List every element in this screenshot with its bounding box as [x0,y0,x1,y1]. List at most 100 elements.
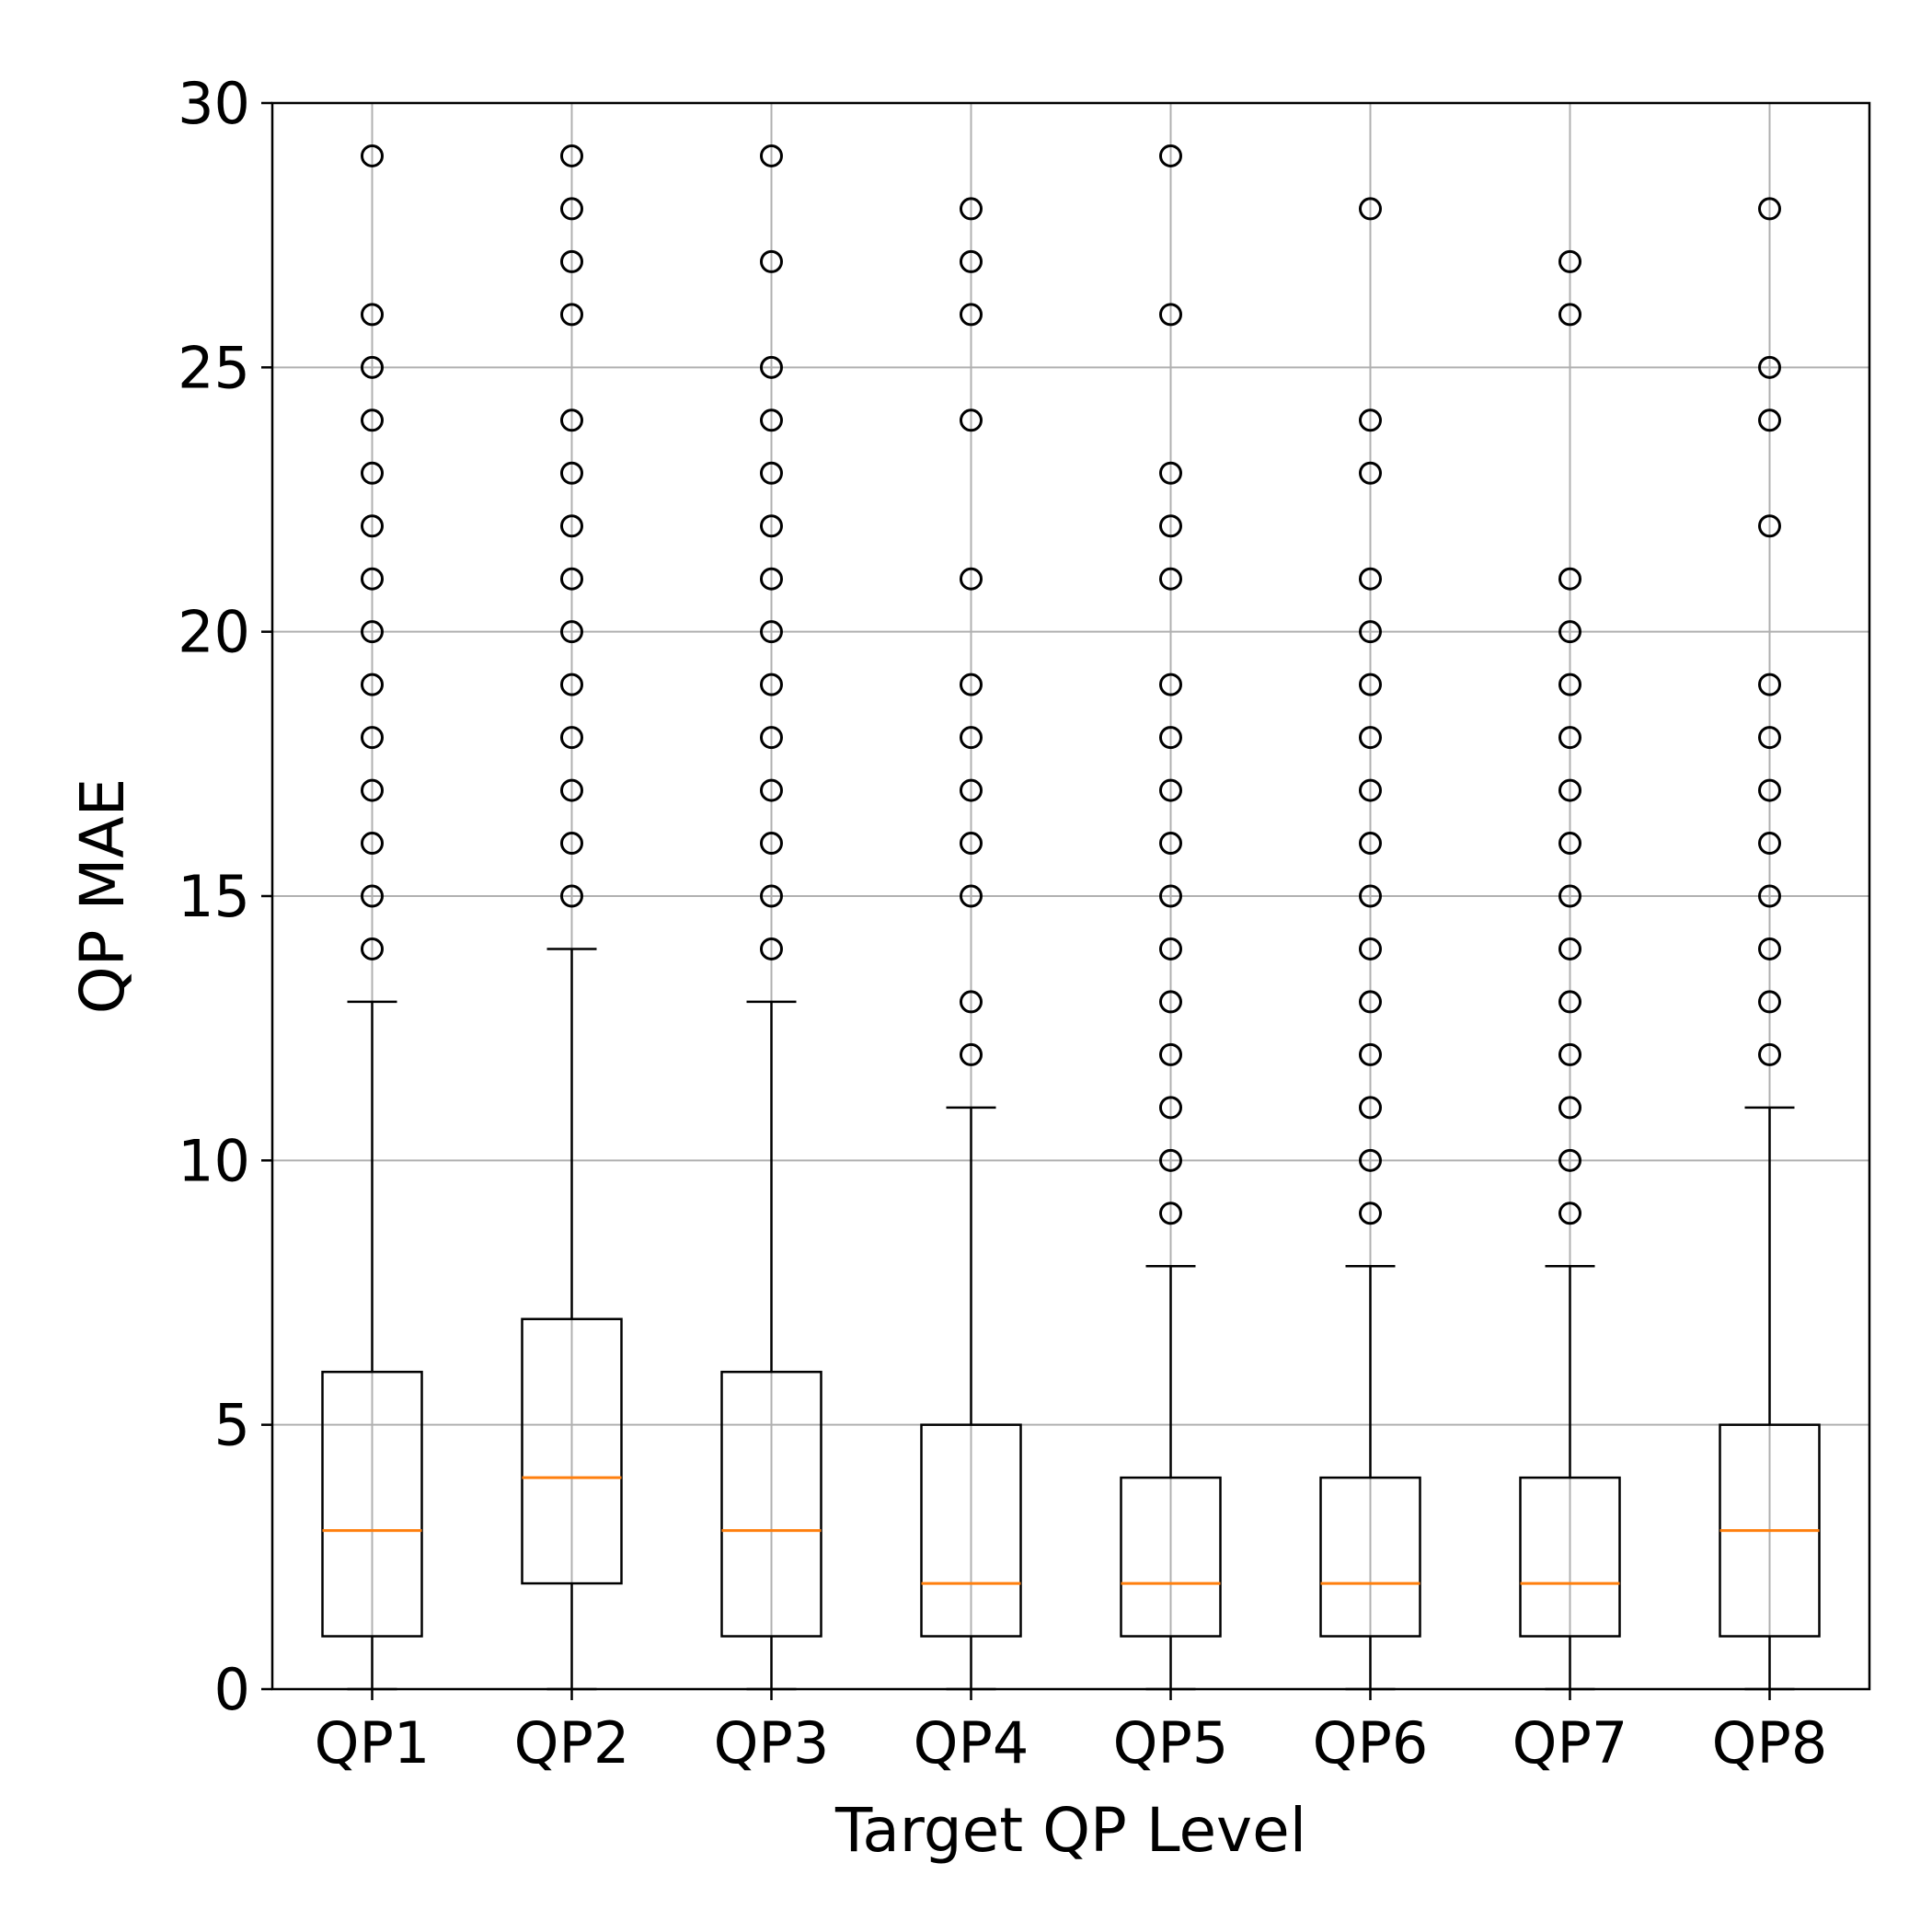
axis-ticks: 0 5 10 15 20 25 30 QP1 QP2 QP3 QP4 QP5 QP6 QP7 QP8 [178,70,1827,1777]
outlier-point [560,778,583,802]
outlier-point [361,303,384,327]
outlier-point [1558,884,1581,908]
y-axis-label: QP MAE [67,778,138,1015]
outlier-point [1758,937,1781,960]
outlier-point [361,567,384,591]
outlier-point [760,673,783,696]
y-tick-label: 20 [178,599,250,666]
outlier-point [1758,1042,1781,1066]
outlier-point [560,620,583,644]
outlier-point [760,726,783,750]
outlier-point [1558,249,1581,273]
outlier-point [760,884,783,908]
x-tick-label-qp5: QP5 [1113,1709,1229,1777]
outlier-point [1359,832,1382,856]
iqr-box [1120,1476,1222,1638]
outlier-point [560,408,583,432]
outlier-point [1159,990,1182,1014]
outlier-point [760,937,783,960]
outlier-point [960,673,983,696]
outlier-point [960,832,983,856]
outlier-point [1159,514,1182,538]
outlier-point [760,514,783,538]
outlier-point [1758,884,1781,908]
outlier-point [1159,778,1182,802]
x-tick-label-qp8: QP8 [1712,1709,1828,1777]
outlier-point [361,832,384,856]
outlier-point [1359,990,1382,1014]
outlier-point [1758,514,1781,538]
box-group-qp8 [1719,1106,1821,1691]
y-tick-label: 5 [214,1392,250,1459]
outlier-point [1359,1202,1382,1225]
outlier-point [1558,832,1581,856]
outlier-point [560,197,583,221]
outlier-point [1159,303,1182,327]
outlier-point [1758,355,1781,379]
outlier-point [1359,884,1382,908]
x-tick-label-qp6: QP6 [1313,1709,1429,1777]
outlier-point [1359,1096,1382,1120]
outlier-point [960,249,983,273]
outlier-point [361,514,384,538]
outlier-point [560,567,583,591]
outlier-point [1159,673,1182,696]
outlier-point [1359,408,1382,432]
outlier-point [1359,197,1382,221]
outlier-point [1159,1096,1182,1120]
outlier-point [1558,620,1581,644]
outlier-point [1159,937,1182,960]
outlier-point [760,620,783,644]
outlier-point [1558,567,1581,591]
outlier-point [560,884,583,908]
outlier-point [1359,620,1382,644]
outlier-point [1359,1148,1382,1172]
outlier-point [960,197,983,221]
outlier-point [1758,197,1781,221]
outlier-point [1159,1202,1182,1225]
outlier-point [1359,673,1382,696]
outlier-point [361,144,384,167]
outlier-point [361,937,384,960]
outlier-point [1758,673,1781,696]
x-tick-label-qp4: QP4 [914,1709,1029,1777]
outlier-point [361,355,384,379]
outlier-point [560,461,583,485]
outlier-point [960,567,983,591]
outlier-point [361,408,384,432]
outlier-point [1558,1042,1581,1066]
outlier-point [1558,673,1581,696]
outlier-point [1758,726,1781,750]
outlier-points [361,144,1781,1225]
outlier-point [1159,832,1182,856]
outlier-point [1159,567,1182,591]
outlier-point [361,620,384,644]
outlier-point [560,249,583,273]
outlier-point [560,514,583,538]
x-axis-label: Target QP Level [834,1795,1306,1866]
outlier-point [1359,461,1382,485]
outlier-point [1159,726,1182,750]
x-tick-label-qp1: QP1 [315,1709,431,1777]
outlier-point [760,249,783,273]
y-tick-label: 10 [178,1127,250,1194]
iqr-box [1319,1476,1421,1638]
outlier-point [760,355,783,379]
outlier-point [1558,990,1581,1014]
boxes [321,948,1821,1691]
outlier-point [1558,726,1581,750]
outlier-point [1558,1202,1581,1225]
y-tick-label: 0 [214,1656,250,1723]
outlier-point [1159,144,1182,167]
outlier-point [760,832,783,856]
outlier-point [760,144,783,167]
iqr-box [321,1370,423,1638]
outlier-point [960,726,983,750]
outlier-point [960,408,983,432]
outlier-point [760,408,783,432]
iqr-box [920,1423,1022,1638]
iqr-box [521,1317,623,1585]
outlier-point [361,726,384,750]
